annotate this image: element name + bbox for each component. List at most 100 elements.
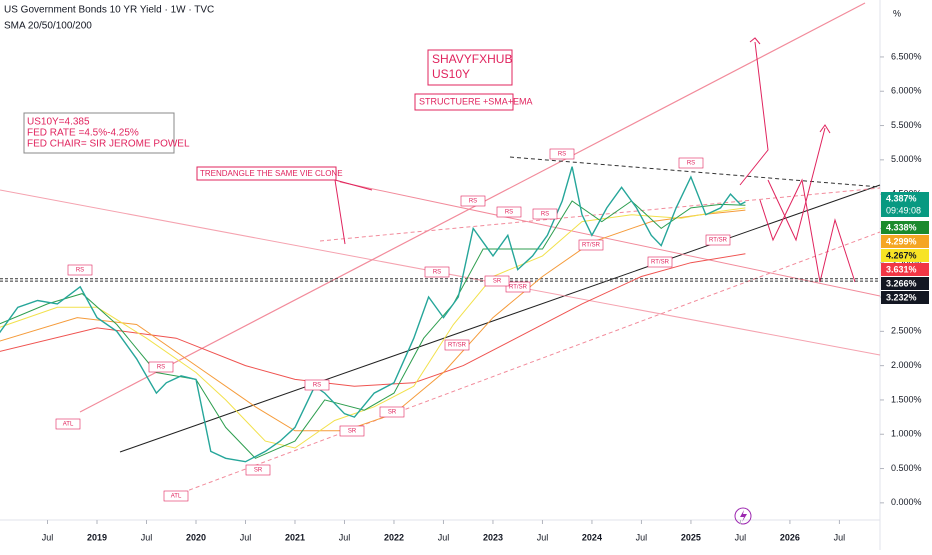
x-tick-label: Jul <box>834 532 846 542</box>
x-tick-label: Jul <box>438 532 450 542</box>
level-tag-box <box>245 464 271 476</box>
y-tick-label: 3.500% <box>891 257 922 267</box>
arrow-head <box>749 37 761 45</box>
y-tick-label: 2.500% <box>891 326 922 336</box>
level-tag-box <box>424 266 450 278</box>
y-tick-label: 6.000% <box>891 86 922 96</box>
price-label-box <box>881 249 929 262</box>
y-tick-label: 6.500% <box>891 51 922 61</box>
note-text: US10Y <box>432 67 470 81</box>
level-tag-text: RS <box>76 268 84 274</box>
level-tag: RT/SR <box>444 339 470 351</box>
level-tag: RS <box>67 264 93 276</box>
channel-line <box>319 187 881 242</box>
x-tick-label: Jul <box>339 532 351 542</box>
level-tag-box <box>505 281 531 293</box>
price-label: 4.299% <box>886 236 917 246</box>
level-tag-text: RT/SR <box>448 343 467 349</box>
level-tag: RS <box>304 379 330 391</box>
level-tag-text: SR <box>254 468 263 474</box>
event-icon[interactable] <box>734 507 752 525</box>
level-tag: SR <box>484 275 510 287</box>
x-tick-label: Jul <box>537 532 549 542</box>
chart-title: US Government Bonds 10 YR Yield · 1W · T… <box>4 5 214 16</box>
price-label-box <box>881 235 929 248</box>
note-text: FED RATE =4.5%-4.25% <box>27 128 139 139</box>
level-tag: SR <box>245 464 271 476</box>
price-label-box <box>881 221 929 234</box>
level-tag-text: RS <box>157 365 165 371</box>
level-tag-box <box>148 361 174 373</box>
annotations: SHAVYFXHUB US10Y STRUCTUERE +SMA+EMA US1… <box>23 49 533 181</box>
note-box <box>23 112 175 154</box>
x-tick-label: 2022 <box>384 532 404 542</box>
x-tick-label: 2024 <box>582 532 602 542</box>
level-tag: ATL <box>163 490 189 502</box>
level-tag: RT/SR <box>578 239 604 251</box>
channel-line <box>339 181 881 297</box>
x-tick-label: 2023 <box>483 532 503 542</box>
countdown: 09:49:08 <box>886 205 921 215</box>
note-text: US10Y=4.385 <box>27 117 90 128</box>
trendline <box>509 156 881 188</box>
level-tag: RS <box>532 208 558 220</box>
level-tag: RS <box>424 266 450 278</box>
trendline <box>119 184 881 453</box>
level-tag-box <box>67 264 93 276</box>
y-tick-label: 5.000% <box>891 154 922 164</box>
level-tag: RT/SR <box>705 234 731 246</box>
price-label-box <box>881 263 929 276</box>
series-line <box>0 166 746 463</box>
price-label: 3.631% <box>886 264 917 274</box>
price-label-box <box>881 291 929 304</box>
level-tag-box <box>163 490 189 502</box>
price-label: 4.338% <box>886 222 917 232</box>
note-text: FED CHAIR= SIR JEROME POWEL <box>27 139 190 150</box>
level-tag-text: ATL <box>171 494 182 500</box>
note-box <box>427 49 513 86</box>
price-label-box <box>881 277 929 290</box>
level-tag-text: SR <box>388 410 397 416</box>
x-tick-label: Jul <box>636 532 648 542</box>
level-tag-box <box>532 208 558 220</box>
x-tick-label: 2021 <box>285 532 305 542</box>
level-tag-box <box>647 256 673 268</box>
channel-line <box>79 2 866 413</box>
price-label-box <box>881 192 929 217</box>
level-tag: RT/SR <box>647 256 673 268</box>
level-tag: RS <box>460 195 486 207</box>
level-tag-box <box>496 206 522 218</box>
x-tick-label: 2025 <box>681 532 701 542</box>
level-tag: RT/SR <box>505 281 531 293</box>
price-label: 4.387% <box>886 193 917 203</box>
level-tag-box <box>460 195 486 207</box>
level-tag-text: RT/SR <box>509 285 528 291</box>
level-tag-box <box>444 339 470 351</box>
level-tag-text: RT/SR <box>651 260 670 266</box>
price-label: 3.266% <box>886 278 917 288</box>
y-tick-label: 2.000% <box>891 360 922 370</box>
level-tag-text: RS <box>541 212 549 218</box>
level-tag-text: RS <box>505 210 513 216</box>
series-line <box>0 207 746 449</box>
level-tag-text: ATL <box>63 422 74 428</box>
projection <box>767 127 826 242</box>
x-tick-label: 2026 <box>780 532 800 542</box>
price-label: 3.232% <box>886 292 917 302</box>
level-tag-box <box>705 234 731 246</box>
drawings <box>0 2 881 496</box>
level-tag-text: SR <box>348 429 357 435</box>
level-tag: RS <box>496 206 522 218</box>
level-tag-text: RT/SR <box>582 243 601 249</box>
level-tag: RS <box>549 148 575 160</box>
note-box <box>414 93 514 111</box>
level-tag-box <box>484 275 510 287</box>
x-tick-label: Jul <box>141 532 153 542</box>
y-tick-label: 1.500% <box>891 394 922 404</box>
event-icon <box>740 510 747 522</box>
projection <box>759 178 856 283</box>
x-tick-label: 2019 <box>87 532 107 542</box>
level-tag-box <box>549 148 575 160</box>
